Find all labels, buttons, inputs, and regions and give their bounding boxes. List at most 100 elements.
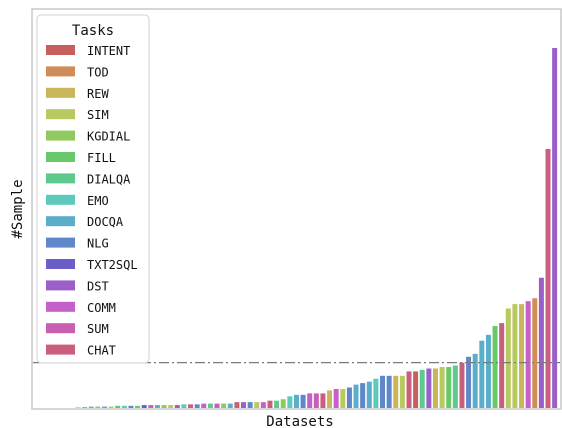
bar-kgdial: [280, 399, 286, 408]
bar-chat: [499, 323, 505, 408]
bar-fill: [446, 367, 452, 408]
bar-chat: [234, 402, 240, 408]
bar-docqa: [227, 403, 233, 408]
bar-sim: [108, 406, 114, 408]
legend-label-tod: TOD: [87, 65, 109, 79]
bar-docqa: [479, 340, 485, 408]
bar-sim: [439, 367, 445, 408]
bar-fill: [492, 326, 498, 408]
legend-label-dst: DST: [87, 279, 109, 293]
bar-sim: [75, 407, 81, 408]
legend-label-chat: CHAT: [87, 344, 116, 358]
bar-comm: [201, 403, 207, 408]
bar-nlg: [380, 375, 386, 408]
legend-swatch-rew: [46, 87, 75, 98]
bar-docqa: [353, 384, 359, 408]
bar-dialqa: [274, 400, 280, 408]
legend-label-comm: COMM: [87, 301, 116, 315]
bar-comm: [307, 393, 313, 408]
legend-label-rew: REW: [87, 87, 109, 101]
legend-swatch-chat: [46, 344, 75, 355]
bar-comm: [333, 388, 339, 408]
bar-nlg: [466, 356, 472, 408]
bar-kgdial: [221, 403, 227, 408]
bar-rew: [432, 368, 438, 408]
bar-dst: [538, 277, 544, 408]
legend-swatch-comm: [46, 301, 75, 312]
legend-swatch-fill: [46, 152, 75, 162]
bar-kgdial: [161, 405, 167, 408]
bar-dialqa: [452, 365, 458, 408]
plot-frame: [31, 8, 562, 410]
bar-sim: [512, 304, 518, 408]
legend-label-intent: INTENT: [87, 44, 130, 58]
bar-sum: [82, 407, 88, 408]
x-axis-label: Datasets: [266, 414, 333, 428]
bar-nlg: [360, 383, 366, 409]
legend-swatch-kgdial: [46, 130, 75, 141]
legend-swatch-sim: [46, 109, 75, 120]
bar-sum: [148, 405, 154, 408]
legend-label-nlg: NLG: [87, 237, 109, 251]
bar-dst: [426, 368, 432, 408]
bar-comm: [525, 301, 531, 408]
bar-nlg: [247, 402, 253, 408]
legend-swatch-dst: [46, 280, 75, 291]
bar-nlg: [386, 375, 392, 408]
bar-sim: [168, 405, 174, 408]
bar-emo: [181, 404, 187, 408]
bar-chat: [545, 149, 551, 408]
legend-swatch-docqa: [46, 216, 75, 227]
bar-nlg: [346, 387, 352, 408]
bar-docqa: [366, 381, 372, 408]
bar-nlg: [194, 404, 200, 408]
bar-nlg: [128, 405, 134, 408]
legend-label-dialqa: DIALQA: [87, 172, 131, 186]
bar-tod: [532, 298, 538, 408]
bar-chat: [406, 371, 412, 408]
bar-dialqa: [88, 406, 94, 408]
bar-docqa: [485, 334, 491, 408]
bar-chat: [459, 362, 465, 408]
bar-comm: [260, 402, 266, 408]
bar-docqa: [101, 406, 107, 408]
legend-label-txt2sql: TXT2SQL: [87, 258, 138, 272]
bar-dialqa: [207, 403, 213, 408]
legend-swatch-sum: [46, 323, 75, 334]
bar-kgdial: [95, 406, 101, 408]
bar-chat: [320, 393, 326, 408]
bar-rew: [327, 390, 333, 408]
bar-docqa: [472, 353, 478, 408]
bar-sim: [399, 375, 405, 408]
bar-emo: [121, 405, 127, 408]
bar-sum: [214, 403, 220, 408]
y-axis-label: #Sample: [10, 179, 26, 238]
bar-sum: [313, 393, 319, 408]
legend-swatch-emo: [46, 194, 75, 205]
bar-fill: [115, 405, 121, 408]
bars-group: [75, 48, 558, 409]
legend: Tasks INTENT TOD REW SIM KGDIAL FILL DIALQA EMO…: [36, 14, 150, 364]
bar-emo: [373, 378, 379, 408]
bar-docqa: [154, 405, 160, 408]
legend-label-fill: FILL: [87, 151, 116, 165]
bar-intent: [413, 371, 419, 408]
bar-sim: [505, 308, 511, 408]
bar-chat: [188, 404, 194, 408]
legend-title: Tasks: [72, 23, 114, 39]
legend-swatch-intent: [46, 45, 75, 55]
bar-txt2sql: [141, 405, 147, 408]
bar-dst: [174, 405, 180, 408]
bar-docqa: [293, 394, 299, 408]
legend-label-docqa: DOCQA: [87, 215, 124, 229]
legend-label-emo: EMO: [87, 194, 109, 208]
bar-dialqa: [419, 369, 425, 408]
legend-swatch-dialqa: [46, 173, 75, 184]
legend-label-kgdial: KGDIAL: [87, 130, 130, 144]
legend-swatch-tod: [46, 66, 75, 77]
legend-swatch-nlg: [46, 237, 75, 248]
legend-label-sum: SUM: [87, 322, 109, 336]
bar-sim: [340, 388, 346, 408]
legend-entries: INTENT TOD REW SIM KGDIAL FILL DIALQA EMO DOCQA N…: [46, 44, 138, 358]
